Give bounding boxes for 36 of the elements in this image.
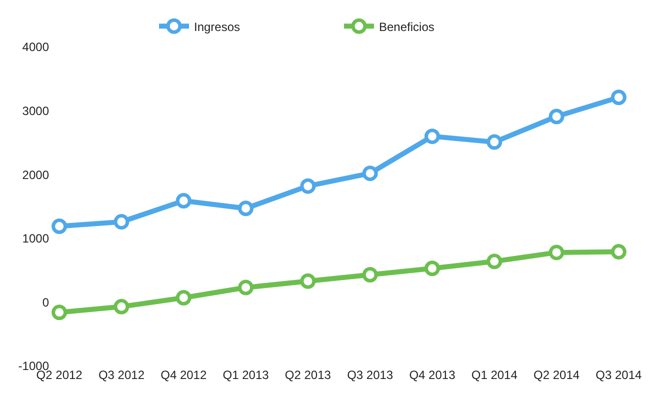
point bbox=[610, 90, 626, 106]
point bbox=[424, 128, 440, 144]
legend-label: Beneficios bbox=[379, 20, 434, 34]
point bbox=[300, 178, 316, 194]
legend-label: Ingresos bbox=[194, 20, 240, 34]
point bbox=[486, 254, 502, 270]
point bbox=[610, 244, 626, 260]
point bbox=[548, 108, 564, 124]
x-tick-label: Q3 2012 bbox=[98, 368, 145, 382]
point bbox=[114, 298, 130, 314]
y-tick-label: 3000 bbox=[22, 104, 50, 118]
x-tick-label: Q4 2013 bbox=[409, 368, 456, 382]
point bbox=[486, 134, 502, 150]
y-tick-label: 2000 bbox=[22, 168, 50, 182]
point bbox=[424, 260, 440, 276]
y-tick-label: 1000 bbox=[22, 232, 50, 246]
point bbox=[548, 244, 564, 260]
point bbox=[300, 273, 316, 289]
point bbox=[176, 193, 192, 209]
x-tick-label: Q2 2014 bbox=[534, 368, 580, 382]
point bbox=[238, 200, 254, 216]
x-tick-label: Q4 2012 bbox=[160, 368, 207, 382]
x-tick-label: Q1 2014 bbox=[471, 368, 518, 382]
point bbox=[52, 218, 68, 234]
x-tick-label: Q1 2013 bbox=[222, 368, 270, 382]
point bbox=[52, 304, 68, 320]
point bbox=[176, 290, 192, 306]
x-tick-label: Q3 2014 bbox=[596, 368, 642, 382]
point bbox=[238, 280, 254, 296]
point bbox=[362, 267, 378, 283]
point bbox=[114, 214, 130, 230]
y-tick-label: 4000 bbox=[22, 40, 50, 54]
point bbox=[362, 166, 378, 182]
y-tick-label: 0 bbox=[42, 295, 50, 310]
x-tick-label: Q2 2013 bbox=[284, 368, 332, 382]
x-tick-label: Q3 2013 bbox=[347, 368, 394, 382]
